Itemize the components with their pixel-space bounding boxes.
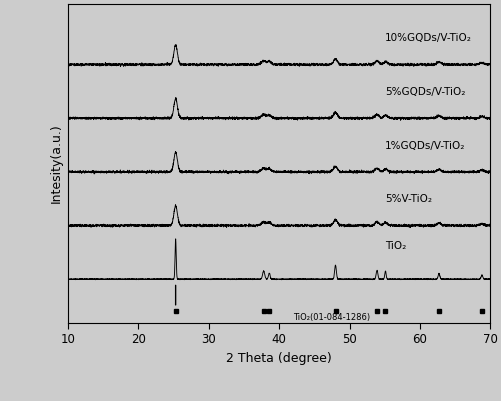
Text: TiO₂(01-084-1286): TiO₂(01-084-1286) [293,313,370,322]
Text: 10%GQDs/V-TiO₂: 10%GQDs/V-TiO₂ [384,33,471,43]
Text: 5%GQDs/V-TiO₂: 5%GQDs/V-TiO₂ [384,87,464,97]
X-axis label: 2 Theta (degree): 2 Theta (degree) [226,352,331,365]
Text: 5%V-TiO₂: 5%V-TiO₂ [384,194,431,204]
Text: TiO₂: TiO₂ [384,241,405,251]
Text: 1%GQDs/V-TiO₂: 1%GQDs/V-TiO₂ [384,141,464,150]
Y-axis label: Intesity(a.u.): Intesity(a.u.) [49,124,62,203]
